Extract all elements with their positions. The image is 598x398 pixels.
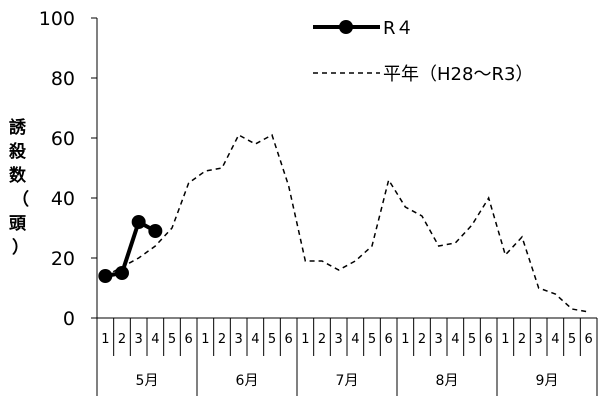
x-tick-label: 1 — [101, 332, 109, 347]
x-tick-label: 3 — [335, 332, 343, 347]
x-tick-label: 4 — [151, 332, 159, 347]
y-tick-label: 0 — [63, 308, 75, 330]
series-normal-line — [104, 133, 589, 313]
series-r4-line — [104, 219, 157, 278]
x-tick-label: 2 — [218, 332, 226, 347]
x-tick-label: 3 — [235, 332, 243, 347]
month-label: 7月 — [336, 373, 359, 389]
y-ticks: 0 20 40 60 80 100 — [39, 8, 97, 330]
series-layer — [98, 133, 589, 313]
month-label: 6月 — [236, 373, 259, 389]
month-labels: 5月 6月 7月 8月 9月 — [96, 318, 598, 396]
x-tick-label: 5 — [368, 332, 376, 347]
x-tick-label: 5 — [568, 332, 576, 347]
y-axis-label: 誘殺数（頭） — [8, 117, 29, 258]
x-tick-label: 6 — [185, 332, 193, 347]
series-r4-point — [148, 224, 163, 238]
legend-normal-label: 平年（H28～R3） — [383, 64, 533, 85]
x-tick-label: 5 — [268, 332, 276, 347]
x-tick-label: 4 — [551, 332, 559, 347]
x-tick-label: 5 — [168, 332, 176, 347]
x-tick-label: 1 — [301, 332, 309, 347]
x-tick-label: 6 — [585, 332, 593, 347]
x-tick-label: 6 — [385, 332, 393, 347]
month-label: 9月 — [536, 373, 559, 389]
y-tick-label: 20 — [51, 248, 75, 270]
legend-r4-label: R４ — [383, 18, 414, 39]
x-tick-label: 1 — [501, 332, 509, 347]
y-tick-label: 60 — [51, 128, 75, 150]
x-tick-label: 3 — [535, 332, 543, 347]
x-tick-label: 3 — [135, 332, 143, 347]
x-tick-label: 4 — [251, 332, 259, 347]
series-r4-point — [98, 269, 113, 283]
y-tick-label: 100 — [39, 8, 75, 30]
x-tick-label: 2 — [318, 332, 326, 347]
month-label: 8月 — [436, 373, 459, 389]
x-tick-label: 2 — [518, 332, 526, 347]
x-tick-label: 1 — [201, 332, 209, 347]
x-tick-label: 4 — [451, 332, 459, 347]
month-label: 5月 — [136, 373, 159, 389]
x-tick-label: 3 — [435, 332, 443, 347]
legend: R４ 平年（H28～R3） — [313, 18, 533, 85]
series-r4-point — [115, 266, 129, 280]
x-tick-label: 5 — [468, 332, 476, 347]
x-tick-label: 1 — [401, 332, 409, 347]
legend-r4-marker — [339, 20, 353, 34]
x-tick-label: 2 — [418, 332, 426, 347]
y-tick-label: 40 — [51, 188, 75, 210]
x-tick-label: 4 — [351, 332, 359, 347]
y-tick-label: 80 — [51, 68, 75, 90]
x-tick-label: 6 — [485, 332, 493, 347]
x-tick-label: 2 — [118, 332, 126, 347]
x-tick-label: 6 — [285, 332, 293, 347]
series-r4-point — [131, 215, 146, 229]
